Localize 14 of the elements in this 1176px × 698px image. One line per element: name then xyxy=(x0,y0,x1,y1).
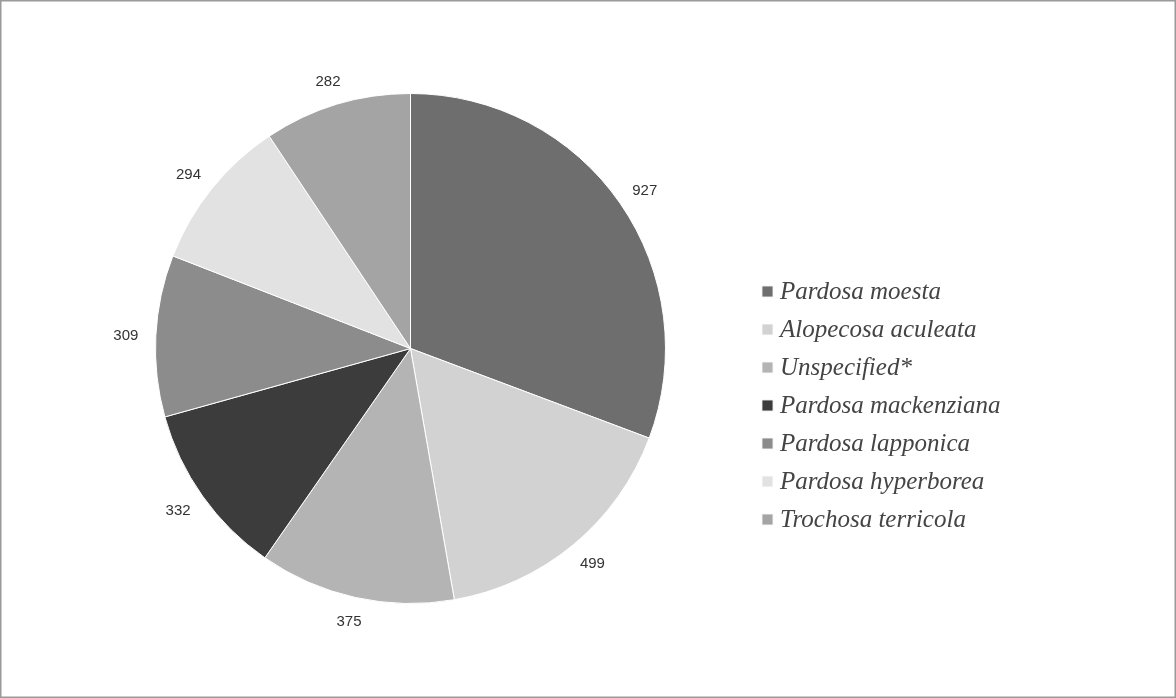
legend-label: Alopecosa aculeata xyxy=(780,315,977,343)
legend-label: Unspecified* xyxy=(780,353,912,381)
data-label: 294 xyxy=(175,164,201,182)
data-label: 499 xyxy=(579,554,605,572)
data-label: 332 xyxy=(165,500,191,518)
legend-label: Pardosa hyperborea xyxy=(780,467,985,495)
data-label: 309 xyxy=(113,325,139,343)
data-label: 375 xyxy=(336,611,362,629)
legend-label: Pardosa moesta xyxy=(780,277,941,305)
data-label: 282 xyxy=(315,72,341,90)
legend-label: Pardosa lapponica xyxy=(780,429,971,457)
legend-label: Pardosa mackenziana xyxy=(780,391,1001,419)
data-label: 927 xyxy=(632,180,658,198)
legend-label: Trochosa terricola xyxy=(780,505,966,533)
